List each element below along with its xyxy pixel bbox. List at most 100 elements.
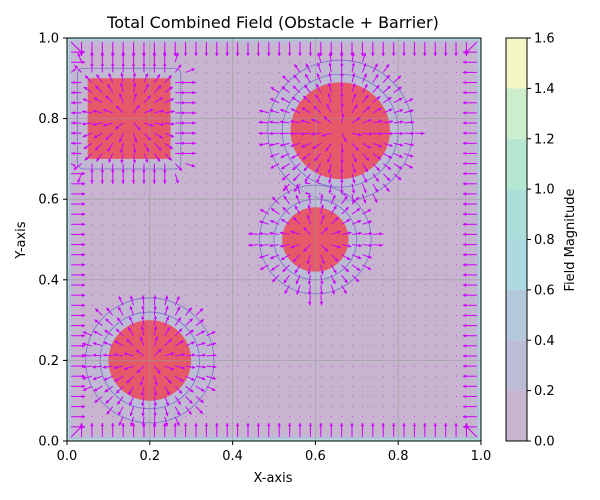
- vector-arrow: [462, 151, 477, 156]
- vector-arrow: [96, 74, 103, 83]
- vector-arrow: [153, 325, 158, 336]
- vector-arrow: [164, 326, 171, 336]
- vector-arrow: [301, 107, 311, 114]
- vector-arrow: [185, 353, 196, 357]
- vector-arrow: [462, 313, 477, 318]
- vector-arrow: [306, 254, 311, 265]
- vector-arrow: [71, 333, 86, 338]
- vector-arrow: [153, 396, 157, 407]
- vector-arrow: [106, 143, 114, 152]
- y-tick-label: 0.0: [38, 435, 59, 450]
- vector-arrow: [433, 422, 438, 437]
- vector-arrow: [362, 243, 373, 248]
- vector-arrow: [341, 231, 352, 235]
- vector-arrow: [362, 153, 370, 162]
- vector-arrow: [372, 73, 379, 83]
- vector-arrow: [164, 375, 172, 384]
- colorbar-tick-label: 1.4: [534, 82, 555, 97]
- vector-arrow: [140, 386, 145, 397]
- vector-arrow: [118, 416, 124, 427]
- vector-arrow: [329, 42, 333, 57]
- vector-arrow: [462, 182, 477, 186]
- vector-arrow: [121, 62, 125, 73]
- vector-arrow: [300, 131, 311, 136]
- vector-arrow: [351, 62, 356, 73]
- vector-arrow: [462, 263, 477, 267]
- vector-arrow: [118, 132, 124, 143]
- vector-arrow: [284, 284, 291, 295]
- vector-arrow: [120, 72, 124, 83]
- vector-arrow: [175, 151, 186, 156]
- vector-arrow: [269, 98, 280, 104]
- vector-arrow: [164, 74, 173, 83]
- vector-arrow: [372, 243, 383, 247]
- vector-arrow: [403, 152, 414, 158]
- vector-arrow: [206, 331, 216, 337]
- colorbar-segment: [506, 340, 527, 391]
- vector-arrow: [225, 42, 229, 57]
- vector-arrow: [83, 86, 93, 94]
- x-axis: 0.0 0.2 0.4 0.6 0.8 1.0: [57, 441, 491, 464]
- vector-arrow: [340, 153, 344, 164]
- vector-arrow: [317, 52, 322, 63]
- vector-arrow: [341, 274, 348, 284]
- vector-arrow: [174, 328, 183, 337]
- vector-arrow: [462, 303, 477, 308]
- vector-arrow: [267, 422, 271, 437]
- vector-arrow: [70, 163, 76, 167]
- vector-arrow: [270, 264, 280, 272]
- vector-arrow: [82, 98, 93, 104]
- vector-arrow: [108, 153, 114, 163]
- vector-arrow: [128, 316, 135, 326]
- vector-arrow: [164, 338, 173, 347]
- vector-arrow: [154, 142, 162, 151]
- vector-arrow: [313, 105, 322, 114]
- vector-arrow: [315, 163, 322, 173]
- vector-arrow: [351, 163, 356, 174]
- vector-arrow: [325, 143, 332, 152]
- vector-arrow: [206, 353, 217, 358]
- vector-arrow: [433, 42, 438, 57]
- vector-arrow: [119, 93, 124, 103]
- vector-arrow: [204, 42, 209, 57]
- colorbar-segment: [506, 390, 527, 441]
- vector-arrow: [79, 42, 84, 57]
- colorbar-segment: [506, 289, 527, 341]
- vector-arrow: [71, 404, 86, 409]
- vector-arrow: [382, 173, 391, 182]
- vector-arrow: [291, 152, 301, 159]
- vector-arrow: [206, 375, 217, 380]
- vector-arrow: [307, 274, 312, 285]
- colorbar: [505, 37, 528, 442]
- vector-arrow: [462, 293, 477, 297]
- vector-arrow: [330, 254, 339, 263]
- vector-arrow: [306, 214, 311, 225]
- vector-arrow: [93, 132, 103, 139]
- vector-arrow: [382, 183, 390, 192]
- vector-arrow: [74, 65, 82, 73]
- y-tick-label: 0.4: [38, 273, 59, 288]
- vector-arrow: [310, 132, 321, 136]
- vector-arrow: [175, 101, 186, 105]
- vector-arrow: [206, 385, 216, 392]
- vector-arrow: [129, 396, 135, 406]
- vector-arrow: [195, 319, 205, 326]
- vector-arrow: [287, 42, 292, 57]
- vector-arrow: [303, 244, 311, 253]
- vector-arrow: [360, 42, 365, 57]
- vector-arrow: [328, 173, 332, 184]
- vector-arrow: [282, 264, 290, 273]
- vector-arrow: [82, 375, 93, 380]
- vector-arrow: [90, 163, 94, 174]
- vector-arrow: [319, 285, 324, 296]
- vector-arrow: [296, 284, 301, 295]
- vector-arrow: [174, 385, 183, 394]
- vector-arrow: [341, 264, 350, 273]
- vector-arrow: [259, 220, 269, 225]
- vector-arrow: [71, 101, 82, 105]
- vector-arrow: [279, 244, 290, 248]
- vector-arrow: [129, 305, 135, 316]
- vector-arrow: [185, 121, 196, 125]
- vector-arrow: [351, 173, 356, 184]
- vector-arrow: [258, 109, 269, 114]
